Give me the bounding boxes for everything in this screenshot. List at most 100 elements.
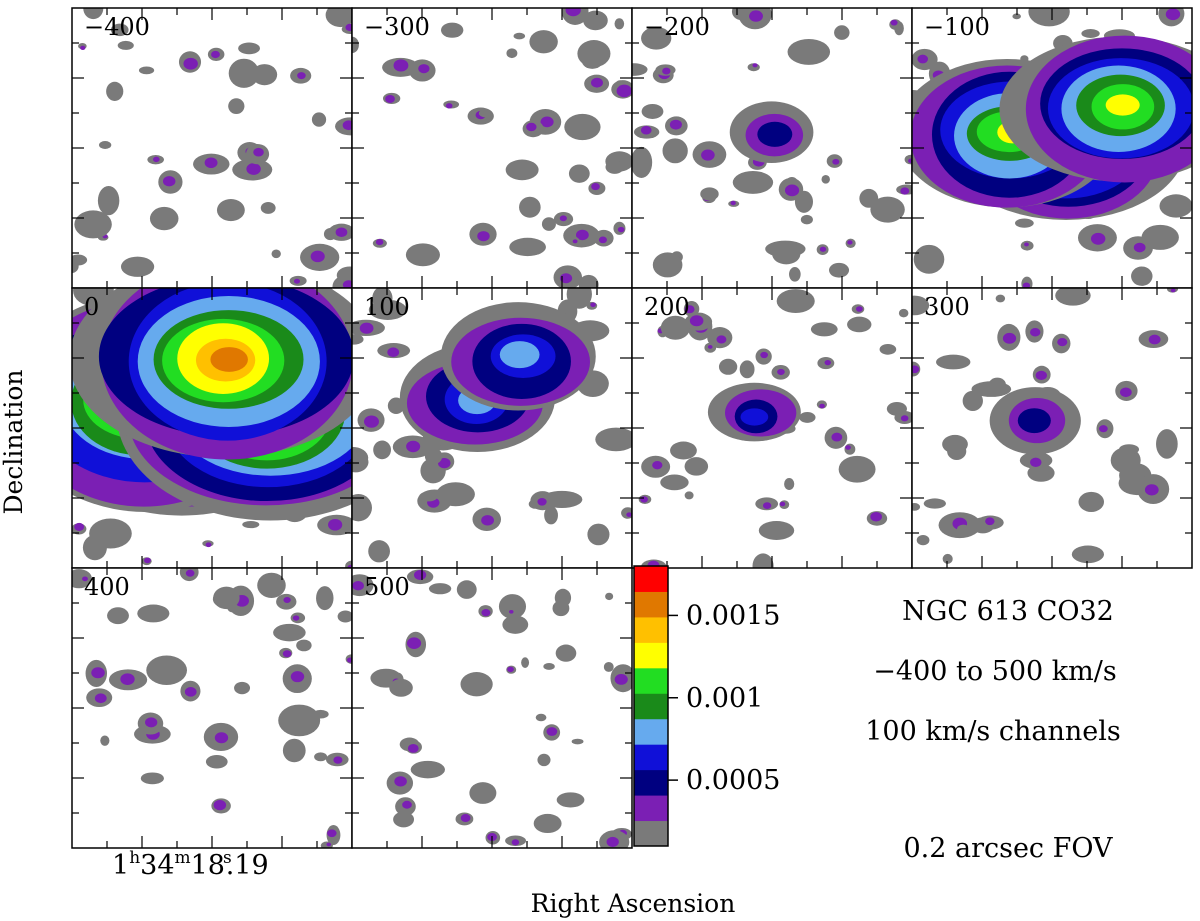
noise-blob (614, 674, 628, 685)
noise-blob (469, 782, 497, 804)
colorbar-segment (634, 667, 668, 694)
noise-blob (145, 717, 158, 728)
noise-blob (326, 842, 332, 847)
emission-contour (757, 121, 793, 147)
noise-blob (800, 214, 813, 225)
noise-blob (821, 175, 830, 184)
channel-velocity-label: −400 (84, 13, 150, 41)
noise-blob (669, 119, 682, 130)
noise-blob (94, 693, 107, 704)
noise-blob (138, 66, 155, 75)
colorbar-frame (633, 565, 669, 847)
noise-blob (342, 280, 352, 288)
noise-blob (387, 347, 400, 358)
noise-blob (137, 604, 170, 623)
noise-blob (571, 738, 584, 745)
noise-blob (445, 103, 453, 109)
channel-velocity-label: 100 (364, 293, 410, 321)
ra-hours-unit: h (129, 848, 140, 868)
noise-blob (1002, 332, 1017, 344)
noise-blob (242, 520, 260, 529)
noise-blob (890, 19, 898, 26)
noise-blob (1133, 242, 1146, 253)
channel-velocity-label: 0 (84, 293, 99, 321)
noise-blob (829, 262, 850, 278)
ra-minutes-unit: m (175, 848, 191, 868)
noise-blob (752, 553, 774, 568)
noise-blob (418, 64, 430, 74)
noise-blob (662, 138, 688, 164)
noise-blob (684, 305, 695, 314)
noise-blob (213, 800, 227, 811)
panel-ticks (72, 568, 352, 848)
noise-blob (91, 667, 105, 679)
noise-blob (393, 59, 409, 72)
noise-blob (82, 576, 88, 582)
colorbar-tick-label: 0.0005 (686, 765, 780, 796)
noise-blob (564, 113, 601, 141)
noise-blob (428, 583, 452, 595)
noise-blob (511, 839, 520, 846)
panel-ticks (352, 8, 632, 288)
noise-blob (591, 77, 603, 88)
noise-blob (120, 256, 155, 277)
noise-blob (912, 502, 921, 511)
noise-blob (957, 524, 970, 534)
noise-blob (1099, 425, 1108, 433)
noise-blob (732, 171, 774, 194)
noise-blob (526, 122, 537, 132)
colorbar-segment (634, 616, 668, 643)
noise-blob (1022, 282, 1031, 288)
caption-velocity-range: −400 to 500 km/s (873, 656, 1116, 687)
channel-velocity-label: 200 (644, 293, 690, 321)
noise-blob (271, 249, 281, 259)
channel-velocity-label: 300 (924, 293, 970, 321)
ra-seconds-fraction: .19 (226, 850, 269, 881)
noise-blob (898, 308, 909, 318)
noise-blob (352, 36, 359, 54)
noise-blob (352, 451, 369, 473)
noise-blob (603, 661, 614, 672)
noise-blob (481, 609, 491, 617)
noise-blob (626, 512, 632, 517)
noise-blob (1024, 242, 1029, 247)
noise-blob (912, 365, 920, 374)
noise-blob (1078, 491, 1105, 512)
noise-blob (328, 518, 343, 531)
noise-blob (364, 415, 379, 428)
channel-velocity-label: −200 (644, 13, 710, 41)
noise-blob (325, 8, 352, 28)
noise-blob (749, 10, 763, 22)
noise-blob (641, 103, 664, 119)
noise-blob (257, 572, 286, 598)
noise-blob (149, 206, 179, 231)
noise-blob (789, 266, 801, 282)
noise-blob (616, 84, 632, 98)
noise-blob (216, 199, 245, 222)
colorbar-segment (634, 591, 668, 618)
noise-blob (537, 498, 547, 506)
panel-ticks (632, 8, 912, 288)
channel-panel: −100 (911, 7, 1193, 289)
noise-blob (568, 164, 590, 183)
noise-blob (146, 655, 187, 685)
noise-blob (407, 637, 422, 649)
noise-blob (144, 557, 151, 564)
noise-blob (311, 112, 327, 127)
noise-blob (347, 564, 352, 568)
emission-contour (1105, 94, 1140, 116)
noise-blob (234, 681, 251, 695)
noise-blob (640, 125, 652, 135)
noise-blob (559, 273, 573, 284)
noise-blob (908, 158, 912, 164)
noise-blob (701, 149, 715, 161)
noise-blob (407, 744, 419, 753)
noise-blob (375, 239, 384, 246)
noise-blob (346, 657, 352, 663)
noise-blob (923, 498, 946, 509)
noise-blob (900, 415, 909, 422)
noise-blob (410, 760, 445, 779)
noise-blob (632, 146, 653, 178)
noise-blob (437, 457, 451, 469)
noise-blob (405, 243, 440, 267)
